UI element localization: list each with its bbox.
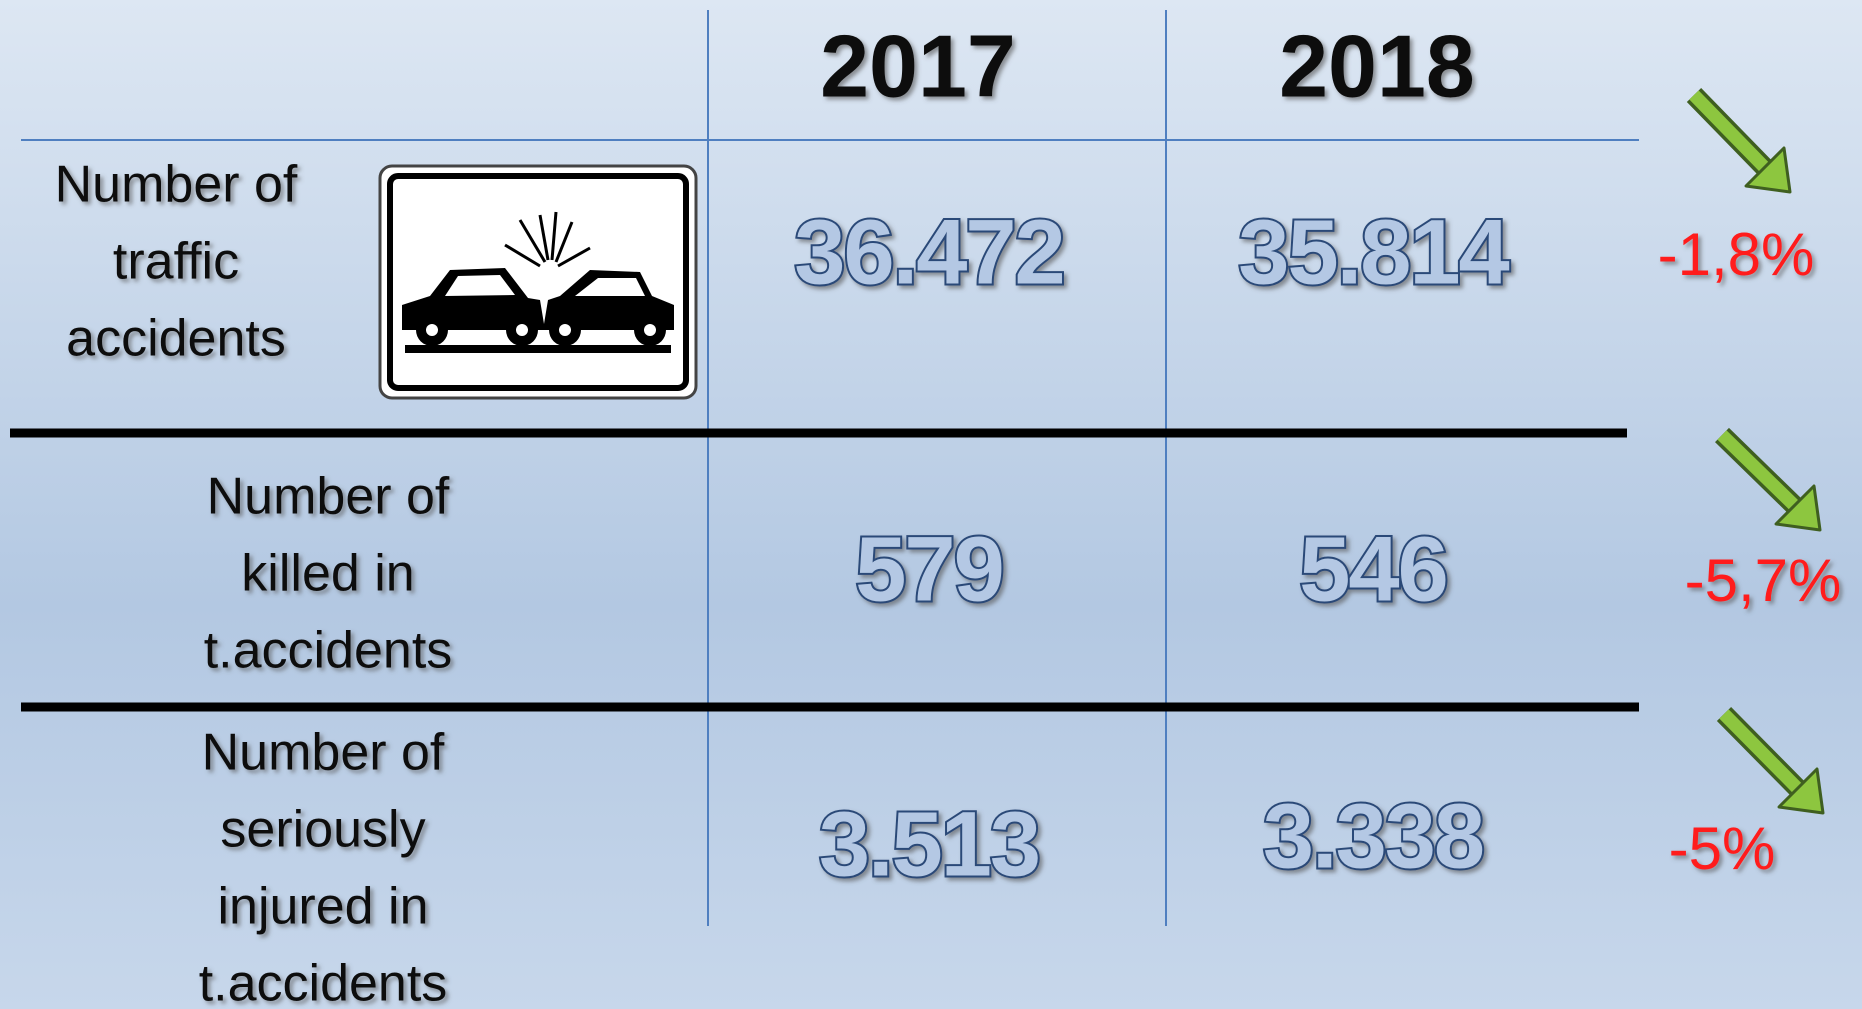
row-label: t.accidents xyxy=(204,622,453,680)
change-percent: -5,7% xyxy=(1685,547,1842,614)
row-label: killed in xyxy=(241,545,414,603)
cell-value: 3.338 xyxy=(1263,785,1483,887)
row-label: Number of xyxy=(202,724,445,782)
change-percent: -5% xyxy=(1669,815,1776,882)
row-label: Number of xyxy=(55,156,298,214)
column-header: 2017 xyxy=(820,16,1016,115)
change-percent: -1,8% xyxy=(1658,221,1815,288)
row-label: traffic xyxy=(113,233,239,291)
row-label: injured in xyxy=(217,878,428,936)
cell-value: 579 xyxy=(855,518,1003,620)
cell-value: 3.513 xyxy=(819,793,1039,895)
cell-value: 36.472 xyxy=(794,201,1063,303)
column-header: 2018 xyxy=(1279,16,1475,115)
row-label: seriously xyxy=(220,801,425,859)
row-label: accidents xyxy=(66,310,286,368)
crash-sign xyxy=(378,164,698,400)
cell-value: 35.814 xyxy=(1238,201,1509,303)
down-arrows xyxy=(1686,88,1825,815)
row-label: t.accidents xyxy=(199,955,448,1009)
row-label: Number of xyxy=(207,468,450,526)
cell-value: 546 xyxy=(1299,518,1447,620)
